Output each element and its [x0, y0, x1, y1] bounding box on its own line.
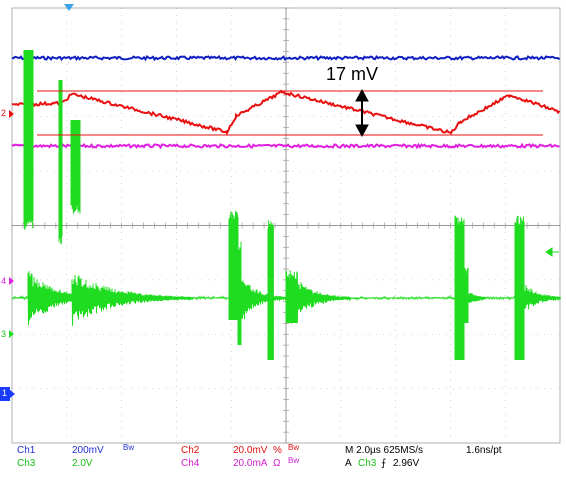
graticule	[11, 7, 561, 444]
ch4-ground-marker-label: 4	[1, 276, 7, 286]
trigger-level-arrow-icon	[545, 247, 559, 257]
ch1-bw-limit: Bw	[123, 443, 135, 452]
ch3-scale: 2.0V	[72, 458, 93, 469]
ch3-ground-marker-label: 3	[1, 329, 7, 339]
ch3-ground-marker-icon	[9, 330, 14, 338]
ch1-name: Ch1	[17, 445, 36, 456]
timebase-readout: M 2.0µs 625MS/s	[345, 445, 424, 456]
ch2-ground-marker-icon	[9, 110, 14, 118]
ch1-ground-marker-label: 1	[2, 388, 8, 398]
ch2-name: Ch2	[181, 445, 200, 456]
trigger-slope-icon: ⨍	[381, 458, 387, 469]
ch4-scale: 20.0mA	[233, 458, 268, 469]
ch1-scale: 200mV	[72, 445, 104, 456]
ch4-name: Ch4	[181, 458, 200, 469]
status-bar: Ch1 200mV Bw Ch3 2.0V Ch2 20.0mV % Bw Ch…	[0, 443, 566, 480]
ch3-trace	[12, 50, 562, 360]
ch1-trace	[11, 54, 561, 62]
ch2-scale: 20.0mV	[233, 445, 268, 456]
resolution-readout: 1.6ns/pt	[466, 445, 502, 456]
trigger-prefix: A	[345, 458, 352, 469]
trigger-source: Ch3	[358, 458, 377, 469]
ch4-ground-marker-icon	[9, 277, 14, 285]
ch2-bw-limit: Bw	[288, 443, 300, 452]
ch1-ground-marker-icon	[0, 387, 15, 401]
ch2-ground-marker-label: 2	[1, 108, 7, 118]
trigger-position-icon	[64, 4, 74, 11]
ch4-bw-limit: Bw	[288, 456, 300, 465]
ch2-trace	[12, 89, 561, 136]
ch2-invert-icon: %	[273, 445, 282, 456]
double-arrow-icon	[355, 88, 369, 138]
ch4-trace	[11, 142, 560, 150]
ch4-ohm-icon: Ω	[273, 458, 281, 469]
ch3-name: Ch3	[17, 458, 36, 469]
measurement-label: 17 mV	[326, 64, 379, 84]
trigger-level: 2.96V	[393, 458, 420, 469]
